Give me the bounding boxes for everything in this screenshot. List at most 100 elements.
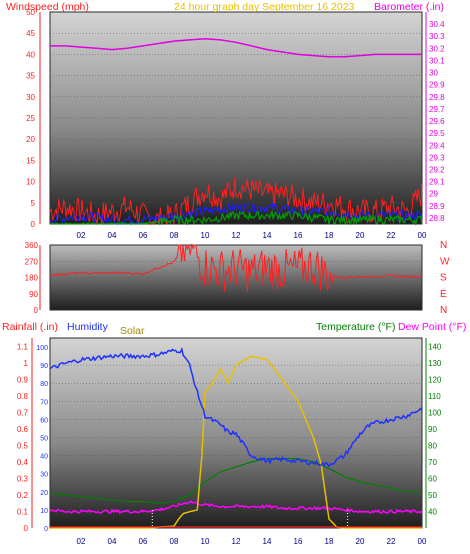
humidity-tick-label: 30 — [40, 472, 48, 479]
temperature-line — [49, 458, 422, 504]
hour-tick-label-bottom: 06 — [139, 537, 148, 546]
hour-tick-label-bottom: 14 — [263, 537, 272, 546]
humidity-tick-label: 100 — [36, 345, 48, 352]
temperature-tick-label: 90 — [428, 425, 437, 434]
barometer-tick-label: 29.6 — [429, 117, 445, 126]
hour-tick-label-bottom: 20 — [356, 537, 365, 546]
rainfall-tick-label: 0.8 — [17, 392, 29, 401]
rainfall-tick-label: 0.1 — [17, 507, 29, 516]
humidity-axis-label: Humidity — [67, 321, 109, 333]
humidity-tick-label: 90 — [40, 363, 48, 370]
compass-label: W — [440, 256, 450, 267]
wind-tick-label: 25 — [26, 114, 35, 123]
temperature-tick-label: 140 — [428, 342, 442, 351]
rainfall-tick-label: 0.2 — [17, 491, 29, 500]
hour-tick-label: 18 — [325, 231, 334, 240]
windspeed-axis-label: Windspeed (mph) — [6, 1, 89, 13]
wind-tick-label: 45 — [26, 29, 35, 38]
rainfall-tick-label: 0.7 — [17, 408, 29, 417]
rainfall-tick-label: 0.4 — [17, 458, 29, 467]
barometer-line — [50, 37, 422, 58]
rainfall-axis-label: Rainfall (.in) — [2, 321, 58, 333]
wind-tick-label: 15 — [26, 156, 35, 165]
wind-tick-label: 10 — [26, 178, 35, 187]
hour-tick-label-bottom: 04 — [108, 537, 117, 546]
temperature-axis-label: Temperature (°F) — [316, 321, 395, 333]
humidity-line — [49, 346, 423, 468]
barometer-tick-label: 29 — [429, 190, 438, 199]
barometer-tick-label: 29.1 — [429, 178, 445, 187]
compass-label: E — [440, 289, 447, 300]
humidity-tick-label: 50 — [40, 436, 48, 443]
hour-tick-label: 10 — [201, 231, 210, 240]
direction-tick-label: 360 — [25, 241, 39, 250]
wind-tick-label: 30 — [26, 93, 35, 102]
barometer-tick-label: 30.4 — [429, 20, 445, 29]
hour-tick-label: 02 — [77, 231, 86, 240]
wind-average-line — [49, 201, 423, 226]
temperature-tick-label: 120 — [428, 375, 442, 384]
barometer-tick-label: 30.1 — [429, 56, 445, 65]
hour-tick-label: 08 — [170, 231, 179, 240]
dewpoint-axis-label: Dew Point (°F) — [398, 321, 466, 333]
hour-tick-label: 14 — [263, 231, 272, 240]
barometer-tick-label: 30.3 — [429, 32, 445, 41]
rainfall-tick-label: 1.1 — [17, 342, 29, 351]
hour-tick-label-bottom: 10 — [201, 537, 210, 546]
temperature-tick-label: 130 — [428, 359, 442, 368]
humidity-tick-label: 60 — [40, 417, 48, 424]
wind-direction-line — [49, 243, 423, 293]
direction-tick-label: 0 — [34, 306, 39, 315]
direction-tick-label: 180 — [25, 274, 39, 283]
rainfall-tick-label: 0 — [24, 524, 29, 533]
barometer-axis-label: Barometer (.in) — [374, 1, 444, 13]
rainfall-tick-label: 1 — [24, 359, 29, 368]
barometer-tick-label: 30 — [429, 69, 438, 78]
rainfall-tick-label: 0.3 — [17, 474, 29, 483]
humidity-tick-label: 80 — [40, 381, 48, 388]
barometer-tick-label: 29.2 — [429, 165, 445, 174]
rainfall-tick-label: 0.5 — [17, 441, 29, 450]
hour-tick-label: 12 — [232, 231, 241, 240]
hour-tick-label: 00 — [418, 231, 427, 240]
hour-tick-label-bottom: 18 — [325, 537, 334, 546]
rainfall-tick-label: 0.9 — [17, 375, 29, 384]
hour-tick-label: 22 — [387, 231, 396, 240]
barometer-tick-label: 29.9 — [429, 81, 445, 90]
hour-tick-label-bottom: 16 — [294, 537, 303, 546]
barometer-tick-label: 30.2 — [429, 44, 445, 53]
hour-tick-label-bottom: 12 — [232, 537, 241, 546]
compass-label: N — [440, 240, 447, 251]
wind-tick-label: 50 — [26, 8, 35, 17]
compass-label: S — [440, 273, 447, 284]
barometer-tick-label: 29.4 — [429, 141, 445, 150]
wind-tick-label: 35 — [26, 72, 35, 81]
solar-line — [50, 355, 422, 529]
hour-tick-label: 20 — [356, 231, 365, 240]
dewpoint-line — [49, 500, 423, 515]
solar-axis-label: Solar — [120, 325, 145, 337]
temperature-tick-label: 110 — [428, 392, 441, 401]
wind-tick-label: 5 — [31, 199, 36, 208]
hour-tick-label: 04 — [108, 231, 117, 240]
temperature-tick-label: 100 — [428, 408, 442, 417]
rainfall-tick-label: 0.6 — [17, 425, 29, 434]
barometer-tick-label: 28.8 — [429, 214, 445, 223]
compass-label: N — [440, 305, 447, 316]
humidity-tick-label: 70 — [40, 399, 48, 406]
wind-tick-label: 20 — [26, 135, 35, 144]
temperature-tick-label: 80 — [428, 441, 437, 450]
temperature-tick-label: 40 — [428, 507, 437, 516]
chart-title: 24 hour graph day September 16 2023 — [174, 1, 355, 13]
wind-low-line — [49, 209, 423, 227]
wind-tick-label: 0 — [31, 220, 36, 229]
barometer-tick-label: 29.5 — [429, 129, 445, 138]
hour-tick-label-bottom: 00 — [418, 537, 427, 546]
humidity-tick-label: 20 — [40, 490, 48, 497]
temperature-tick-label: 60 — [428, 474, 437, 483]
temperature-tick-label: 50 — [428, 491, 437, 500]
direction-tick-label: 270 — [25, 257, 39, 266]
hour-tick-label: 06 — [139, 231, 148, 240]
direction-tick-label: 90 — [29, 290, 38, 299]
